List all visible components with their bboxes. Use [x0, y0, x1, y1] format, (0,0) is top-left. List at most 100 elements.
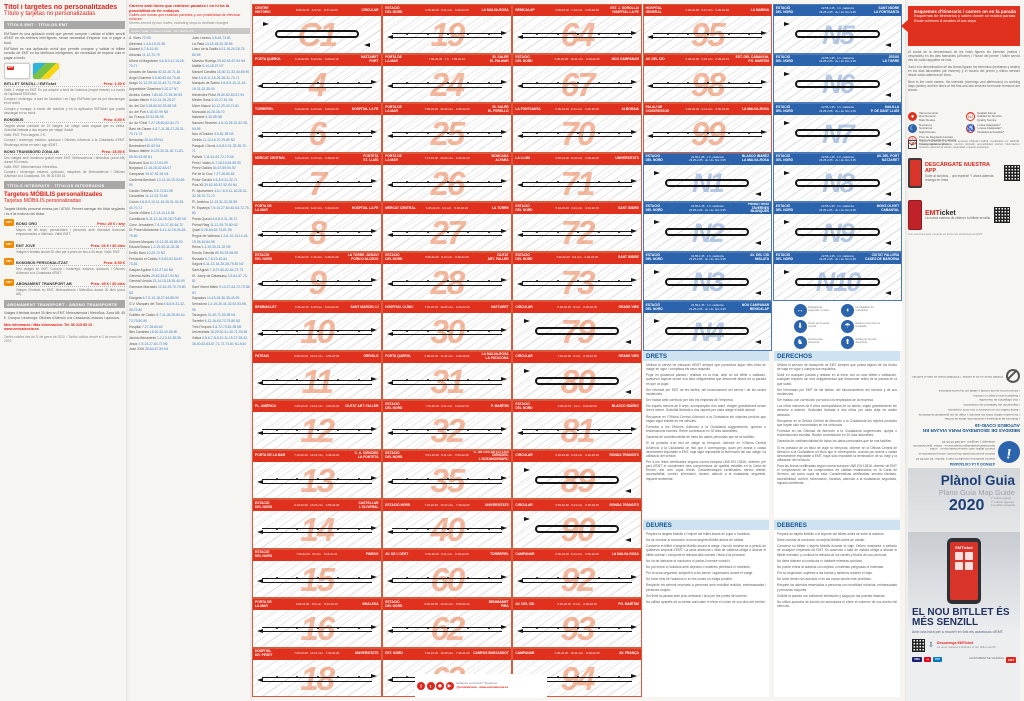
bus-stop-dot [446, 280, 449, 283]
street-index-entry: Sagunt 6-11-12-16-26-28-79-80 N2 [192, 262, 244, 267]
bus-stop-dot [617, 428, 620, 431]
app-promo-title: DESCÁRGATE NUESTRA APP [925, 162, 990, 175]
route-diagram-19: 19 [383, 16, 511, 53]
street-lines: 72 N9 [141, 36, 151, 41]
route-box-8: PORTA DE LA MAR 6.00-22.20 · 9-12 min. · … [252, 202, 382, 252]
route-diagram-12: 12 [253, 412, 381, 449]
route-terminus-right: FONTETA ST. LLUÍS [363, 154, 379, 162]
mobilis-item: EMT EMT JOVE Preu: 26 € / 30 dies Viatges i… [4, 240, 125, 255]
bus-stop-dot [296, 280, 299, 283]
route-number: 16 [300, 610, 335, 647]
route-diagram-40: 40 [383, 511, 511, 548]
bus-stop-dot [666, 131, 669, 134]
route-schedule: 22.55-1.35 · 1 h. cadència 23.25-2.05 · … [819, 253, 856, 261]
street-lines: 29-60-62-63-67-94 [216, 92, 245, 97]
deures-item: Conserve el bitllet o targeta Mòbilis du… [646, 544, 766, 557]
street-index-entry: Micer Mascó 10-12-29-40-71-81 [192, 103, 240, 108]
deures-item: No ha de distraure el conductor ni parla… [646, 558, 731, 563]
mobilis-item-price: Preu: 8,50 € [103, 260, 125, 265]
accessible-icon: ♿ Línies Adaptades* Líneas Adaptadas* Dis… [966, 123, 1020, 134]
street-lines: 28-64-67-99 N4 [145, 347, 169, 352]
bus-stop-dot [316, 181, 319, 184]
bus-stop-dot [296, 577, 299, 580]
ticket-item-line: Vàlid: EMT, Metrovalencia i MetroBus. [4, 165, 58, 169]
route-box-N4: ESTACIÓ DEL NORD 22.55-1.35 · 1 h. cadènc… [642, 301, 773, 351]
route-line-return [522, 136, 632, 138]
street-index-entry: Guillem de Castro 5-7-11-26-28-60-62-73-… [129, 313, 186, 323]
deberes-title: DEBERES [774, 520, 900, 530]
street-index-entry: Manuel Candela 18-30-31-32-40-89-90 [192, 70, 250, 75]
youtube-icon: ▶ [445, 682, 454, 690]
bus-stop-dot [406, 527, 409, 530]
bus-stop-dot [275, 82, 278, 85]
street-lines: 7-27-28-60-62-64-73 [148, 120, 179, 125]
mobilis-card-icon: EMT [4, 279, 14, 287]
ticket-item-name: BONOBÚS [4, 117, 24, 122]
main-routes-icon: ● [908, 112, 917, 121]
street-lines: 4-6-8-9-10-11-16-19-31-32-35-40 [192, 81, 247, 91]
route-schedule: 7.00-22.20 · 12-15 min. · 7.30-22.20 [294, 651, 340, 656]
route-number: N6 [822, 69, 855, 99]
street-index-entry: Pius XII 29-62-63-67-92-94 N4 [192, 183, 237, 188]
route-arrow-left-icon [624, 538, 631, 542]
route-schedule: 6.05-22.20 · 9-13 min. · 5.40-22.15 [295, 156, 339, 161]
route-line-return [392, 235, 502, 237]
deures-item: No utilitze aparells de so sense auricul… [646, 599, 766, 604]
route-number: N8 [822, 168, 855, 198]
deberes-item: Respete los asientos reservados a person… [777, 583, 897, 592]
route-terminus-left: ESTACIÓ DEL NORD [775, 55, 793, 63]
route-diagram-99: 99 [643, 115, 772, 152]
route-terminus-right: UNIVERSITATS [615, 156, 639, 161]
bus-stop-dot [316, 329, 319, 332]
street-index-entry: Av. del Cid 3-28-60-62-93-98 N3 [129, 103, 177, 108]
bus-stop-dot [275, 428, 278, 431]
route-loop-line [665, 277, 750, 286]
bus-stop-dot [467, 527, 470, 530]
route-line-return [522, 37, 632, 39]
street-index-entry: Tres Forques 3-5-72-73-81-95 N5 [192, 324, 242, 329]
route-line-return [261, 86, 372, 88]
schemes-explanation: Al costat de la denominació de les línie… [908, 50, 1020, 95]
bus-stop-dot [487, 230, 490, 233]
street-lines: 9-10-27-64 N6 [151, 268, 173, 272]
route-number: 80 [560, 362, 596, 400]
street-lines: 1-2-19-30-31-32 N9 [201, 245, 231, 250]
bus-stop-dot [446, 230, 449, 233]
bus-stop-dot [577, 181, 580, 184]
bus-stop-dot [487, 280, 490, 283]
street-lines: 7-9-10-27-64-72 N6 [138, 341, 168, 346]
derechos-item: Recuperar en la Oficina Central de Atenc… [777, 418, 897, 427]
route-schedule: 7.10-22.10 · 12-13 min. · 6.40-22.10 [294, 453, 340, 458]
street-lines: 3-5-64-67-73-81 [192, 273, 248, 284]
route-arrow-right-icon [500, 525, 507, 530]
route-header-72: ESTACIÓ DEL NORD 5.44-22.20 · 8-11 min. ·… [513, 203, 641, 214]
route-header-80: CIRCULAR 7.02-22.20 · 9 min. · 6.45-22.20… [513, 351, 641, 363]
street-lines: 3-5-60-62-64-67-73-81 [129, 256, 184, 267]
route-number: 62 [430, 610, 466, 647]
bus-stop-dot [577, 280, 580, 283]
route-diagram-30: 30 [383, 313, 511, 350]
index-legend-strip: Carrer / Calle · Línies / Líneas · Nit /… [129, 27, 250, 34]
route-line-return [392, 86, 502, 88]
bus-stop-dot [275, 230, 278, 233]
bus-stop-dot [487, 428, 490, 431]
bus-stop-dot [406, 626, 409, 629]
route-terminus-right: EL SALER EL PERELLÓ [488, 104, 509, 113]
route-arrow-left-icon [885, 191, 892, 196]
route-header-N2: ESTACIÓ DEL NORD 22.55-1.35 · 1 h. cadènc… [643, 203, 772, 214]
route-arrow-right-icon [500, 624, 507, 629]
guia-year: 2020 [948, 497, 985, 515]
route-number: 79 [560, 313, 596, 350]
bus-stop-dot [446, 181, 449, 184]
schemes-explanation-paragraph: Al costat de la denominació de les línie… [908, 50, 1020, 63]
facebook-icon: f [417, 682, 425, 690]
social-title: Estigues connectat / Síguenos: [456, 681, 498, 686]
route-terminus-right: ALBORAIA [621, 106, 639, 111]
street-index-entry: Jesús 7-9-10-27-64-72 N6 [129, 341, 168, 346]
street-index-entry: Emilio Baró 10-29-70 N2 [129, 251, 166, 256]
street-lines: 12-16-29-70-79-80 N2 [129, 284, 186, 295]
route-terminus-right: TORREFIEL [490, 552, 509, 557]
street-index-entry: Torrefiel 6-12-16-60-70-79-80 N2 [192, 318, 241, 323]
route-arrow-right-icon [523, 368, 530, 373]
route-number: 60 [430, 560, 466, 598]
